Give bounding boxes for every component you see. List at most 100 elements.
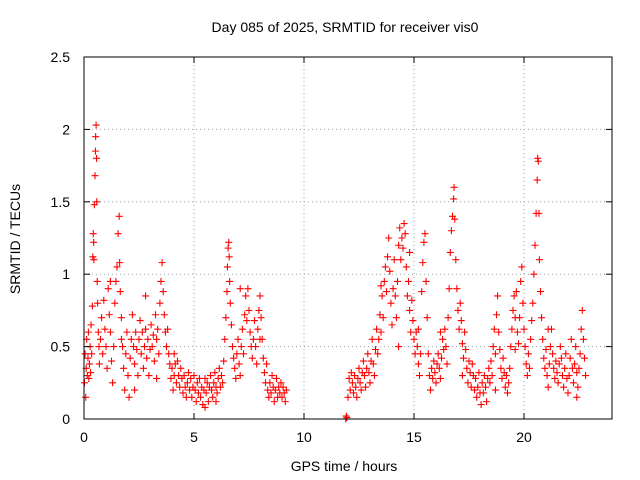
data-point xyxy=(216,383,224,391)
data-point xyxy=(89,230,97,238)
data-point xyxy=(131,360,139,368)
data-point xyxy=(357,386,365,394)
data-point xyxy=(133,345,141,353)
data-point xyxy=(255,306,263,314)
data-point xyxy=(450,183,458,191)
data-point xyxy=(451,215,459,223)
data-point xyxy=(463,364,471,372)
data-point xyxy=(418,288,426,296)
data-point xyxy=(105,311,113,319)
data-point xyxy=(502,372,510,380)
data-point xyxy=(522,360,530,368)
data-point xyxy=(111,299,119,307)
data-point xyxy=(122,350,130,358)
data-point xyxy=(281,398,289,406)
data-point xyxy=(555,360,563,368)
data-point xyxy=(252,343,260,351)
data-point xyxy=(101,325,109,333)
data-point xyxy=(134,372,142,380)
data-point xyxy=(383,288,390,296)
data-point xyxy=(208,386,216,394)
data-point xyxy=(179,389,187,397)
data-point xyxy=(214,374,222,382)
data-point xyxy=(94,299,102,307)
data-point xyxy=(211,369,219,377)
data-point xyxy=(185,369,192,377)
data-point xyxy=(192,398,200,406)
data-point xyxy=(416,372,423,380)
data-point xyxy=(460,354,467,362)
data-point xyxy=(442,343,450,351)
data-point xyxy=(149,331,157,339)
data-point xyxy=(527,335,535,343)
data-point xyxy=(414,360,422,368)
data-point xyxy=(560,383,568,391)
data-point xyxy=(240,350,247,358)
data-point xyxy=(98,314,106,322)
data-point xyxy=(241,311,249,319)
data-point xyxy=(427,386,434,394)
data-point xyxy=(499,354,507,362)
data-point xyxy=(388,321,396,329)
data-point xyxy=(504,389,511,397)
data-point xyxy=(491,350,499,358)
data-point xyxy=(225,253,233,261)
data-point xyxy=(344,393,352,401)
data-point xyxy=(546,343,554,351)
data-point xyxy=(163,343,170,351)
data-point xyxy=(402,263,410,271)
y-tick-label: 2 xyxy=(62,121,70,137)
data-point xyxy=(235,360,243,368)
data-point xyxy=(376,311,384,319)
data-point xyxy=(579,335,587,343)
data-point xyxy=(144,335,152,343)
data-point xyxy=(226,277,234,285)
data-point xyxy=(564,389,572,397)
data-point xyxy=(106,328,114,336)
data-point xyxy=(461,328,469,336)
x-axis-title: GPS time / hours xyxy=(291,458,398,474)
data-point xyxy=(507,343,515,351)
data-point xyxy=(370,372,378,380)
data-point xyxy=(568,364,576,372)
data-point xyxy=(493,311,500,319)
data-point xyxy=(479,389,487,397)
data-point xyxy=(485,364,493,372)
data-point xyxy=(435,364,443,372)
data-point xyxy=(263,360,271,368)
data-point xyxy=(93,198,101,206)
data-point xyxy=(556,343,564,351)
data-point xyxy=(386,267,394,275)
data-point xyxy=(494,292,502,300)
data-point xyxy=(153,374,161,382)
data-point xyxy=(343,414,351,422)
data-point xyxy=(491,386,499,394)
data-point xyxy=(212,398,220,406)
data-point xyxy=(180,372,188,380)
data-point xyxy=(445,285,453,293)
data-point xyxy=(282,386,290,394)
data-point xyxy=(254,325,262,333)
data-point xyxy=(534,157,542,165)
data-point xyxy=(156,299,164,307)
data-point xyxy=(543,372,551,380)
data-point xyxy=(462,345,470,353)
data-point xyxy=(147,321,155,329)
data-point xyxy=(81,350,89,358)
data-point xyxy=(509,306,517,314)
data-point xyxy=(279,383,287,391)
data-point xyxy=(169,386,177,394)
data-point xyxy=(145,372,153,380)
data-point xyxy=(203,379,211,387)
data-point xyxy=(132,328,140,336)
data-point xyxy=(125,393,133,401)
data-point xyxy=(267,389,275,397)
data-point xyxy=(554,379,562,387)
data-point xyxy=(90,238,98,246)
data-point xyxy=(113,263,121,271)
data-point xyxy=(106,277,114,285)
data-point xyxy=(85,374,93,382)
data-point xyxy=(223,263,231,271)
data-point xyxy=(465,357,473,365)
data-point xyxy=(439,335,447,343)
